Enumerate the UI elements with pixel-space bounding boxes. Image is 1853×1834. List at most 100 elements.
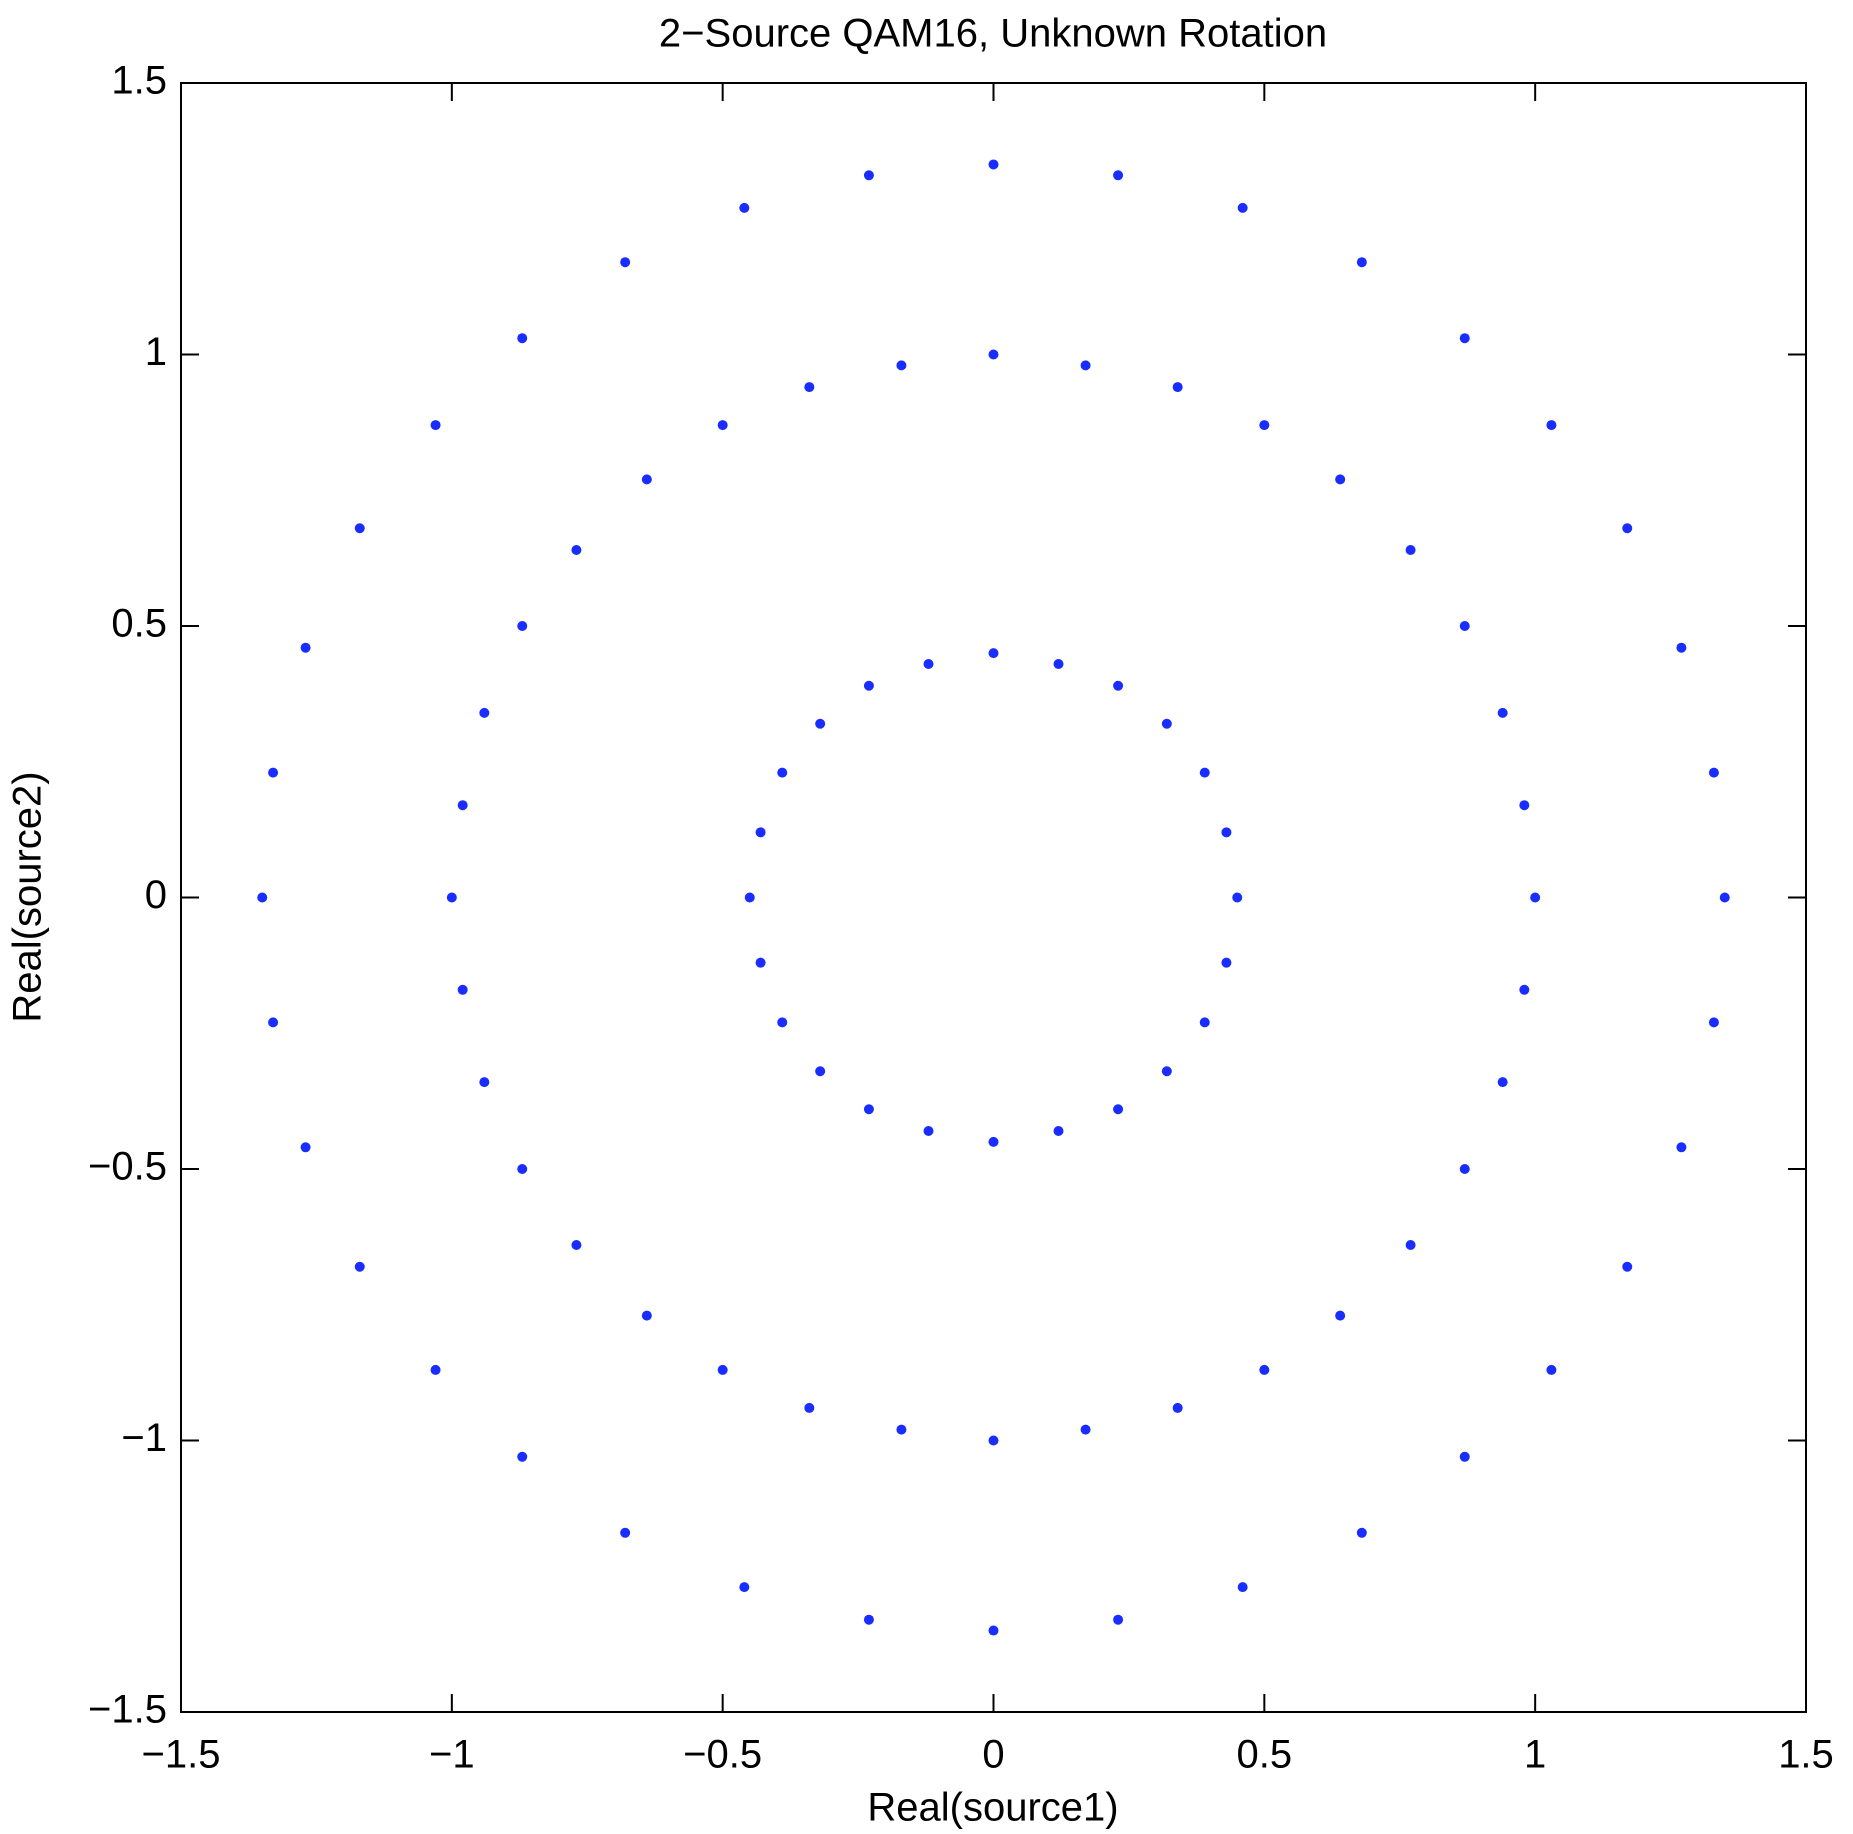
point	[988, 159, 999, 170]
point	[1172, 1402, 1183, 1413]
point	[300, 642, 311, 653]
point	[446, 892, 457, 903]
point	[517, 333, 528, 344]
point	[300, 1142, 311, 1153]
point	[1708, 767, 1719, 778]
y-tick-label: 1	[145, 330, 167, 374]
point	[1113, 1614, 1124, 1625]
y-axis-label: Real(source2)	[6, 771, 50, 1022]
point	[744, 892, 755, 903]
point	[517, 1164, 528, 1174]
x-axis-label: Real(source1)	[867, 1786, 1118, 1830]
point	[1053, 659, 1064, 670]
point	[804, 1402, 815, 1413]
point	[1622, 1261, 1633, 1272]
x-tick-label: 1	[1524, 1733, 1546, 1777]
point	[777, 1017, 788, 1028]
point	[354, 523, 365, 534]
point	[1113, 680, 1124, 691]
point	[430, 420, 441, 431]
point	[1497, 1077, 1508, 1088]
point	[1080, 1424, 1091, 1435]
axes-box	[180, 82, 1807, 1713]
point	[1519, 984, 1530, 995]
point	[1237, 202, 1248, 213]
point	[755, 957, 766, 968]
point	[896, 1424, 907, 1435]
x-tick-label: 1.5	[1778, 1733, 1834, 1777]
point	[988, 1625, 999, 1636]
point	[1335, 1310, 1346, 1321]
point	[1221, 957, 1232, 968]
point	[479, 1077, 490, 1088]
point	[1199, 767, 1210, 778]
y-tick-label: −0.5	[88, 1145, 167, 1189]
point	[1497, 707, 1508, 718]
point	[988, 1435, 999, 1446]
point	[1530, 892, 1541, 903]
point	[641, 474, 652, 485]
point	[988, 1136, 999, 1147]
point	[1459, 333, 1470, 344]
point	[815, 1066, 826, 1077]
point	[1459, 621, 1470, 631]
point	[815, 718, 826, 729]
point	[1113, 170, 1124, 181]
point	[1546, 420, 1557, 431]
point	[620, 257, 631, 268]
point	[1335, 474, 1346, 485]
x-tick-label: 0.5	[1237, 1733, 1293, 1777]
point	[739, 202, 750, 213]
point	[1708, 1017, 1719, 1028]
point	[517, 621, 528, 631]
point	[1405, 1240, 1416, 1251]
point	[268, 1017, 279, 1028]
y-tick-label: 0.5	[111, 602, 167, 646]
point	[863, 680, 874, 691]
point	[988, 349, 999, 360]
y-tick-label: −1.5	[88, 1688, 167, 1732]
point	[1676, 642, 1687, 653]
point	[571, 1240, 582, 1251]
x-tick-label: −1.5	[142, 1733, 221, 1777]
point	[1519, 800, 1530, 811]
point	[1237, 1582, 1248, 1593]
point	[571, 544, 582, 555]
chart-title: 2−Source QAM16, Unknown Rotation	[659, 12, 1327, 56]
point	[1622, 523, 1633, 534]
y-tick-label: 1.5	[111, 59, 167, 103]
point	[863, 170, 874, 181]
point	[1546, 1364, 1557, 1375]
point	[1199, 1017, 1210, 1028]
point	[457, 984, 468, 995]
point	[257, 892, 268, 903]
point	[268, 767, 279, 778]
point	[1676, 1142, 1687, 1153]
point	[1232, 892, 1243, 903]
point	[863, 1614, 874, 1625]
point	[755, 827, 766, 838]
point	[1172, 382, 1183, 393]
point	[1113, 1104, 1124, 1115]
point	[717, 1364, 728, 1375]
point	[1459, 1164, 1470, 1174]
point	[988, 648, 999, 659]
point	[863, 1104, 874, 1115]
point	[804, 382, 815, 393]
point	[517, 1451, 528, 1462]
x-tick-label: −0.5	[683, 1733, 762, 1777]
point	[896, 360, 907, 371]
point	[717, 420, 728, 431]
point	[1053, 1125, 1064, 1136]
y-tick-label: −1	[121, 1416, 167, 1460]
point	[1259, 420, 1270, 431]
point	[1459, 1451, 1470, 1462]
point	[1080, 360, 1091, 371]
point	[1161, 1066, 1172, 1077]
point	[777, 767, 788, 778]
point	[457, 800, 468, 811]
point	[641, 1310, 652, 1321]
point	[1405, 544, 1416, 555]
